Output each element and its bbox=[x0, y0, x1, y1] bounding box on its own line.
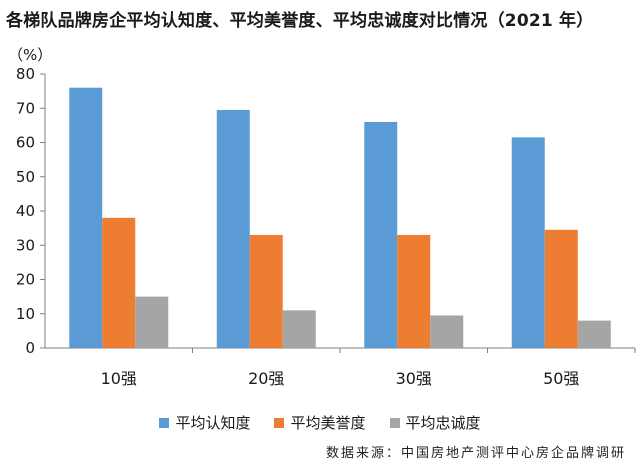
chart-title: 各梯队品牌房企平均认知度、平均美誉度、平均忠诚度对比情况（2021 年） bbox=[6, 11, 594, 31]
bar bbox=[249, 234, 283, 348]
bar bbox=[430, 315, 464, 348]
y-axis-unit-label: （%） bbox=[8, 46, 53, 64]
bar bbox=[397, 234, 431, 348]
bar bbox=[511, 137, 545, 348]
bar bbox=[135, 296, 169, 348]
legend-item-reputation: 平均美誉度 bbox=[274, 412, 366, 433]
bar bbox=[102, 217, 136, 348]
chart-legend: 平均认知度 平均美誉度 平均忠诚度 bbox=[0, 412, 640, 433]
legend-label-awareness: 平均认知度 bbox=[175, 414, 251, 432]
x-category-label: 20强 bbox=[248, 369, 284, 388]
x-category-label: 30强 bbox=[396, 369, 432, 388]
data-source-note: 数据来源：中国房地产测评中心房企品牌调研 bbox=[325, 446, 626, 461]
y-tick-label: 50 bbox=[16, 168, 35, 186]
bar bbox=[544, 229, 578, 348]
x-category-label: 50强 bbox=[543, 369, 579, 388]
bar bbox=[216, 109, 250, 349]
y-tick-label: 20 bbox=[16, 271, 35, 289]
x-category-label: 10强 bbox=[101, 369, 137, 388]
y-tick-label: 30 bbox=[16, 236, 35, 254]
bar bbox=[282, 310, 316, 348]
legend-label-loyalty: 平均忠诚度 bbox=[405, 414, 481, 432]
legend-item-awareness: 平均认知度 bbox=[159, 412, 250, 433]
y-tick-label: 10 bbox=[16, 305, 35, 323]
legend-swatch-loyalty bbox=[389, 417, 400, 428]
bar bbox=[577, 320, 611, 348]
legend-swatch-reputation bbox=[274, 417, 285, 428]
legend-swatch-awareness bbox=[159, 417, 170, 428]
legend-label-reputation: 平均美誉度 bbox=[290, 414, 366, 432]
bar bbox=[69, 87, 103, 348]
bar bbox=[364, 121, 398, 348]
y-tick-label: 0 bbox=[25, 339, 35, 357]
legend-item-loyalty: 平均忠诚度 bbox=[389, 412, 481, 433]
y-tick-label: 60 bbox=[16, 134, 35, 152]
y-tick-label: 80 bbox=[16, 65, 35, 83]
y-tick-label: 70 bbox=[16, 99, 35, 117]
y-tick-label: 40 bbox=[16, 202, 35, 220]
